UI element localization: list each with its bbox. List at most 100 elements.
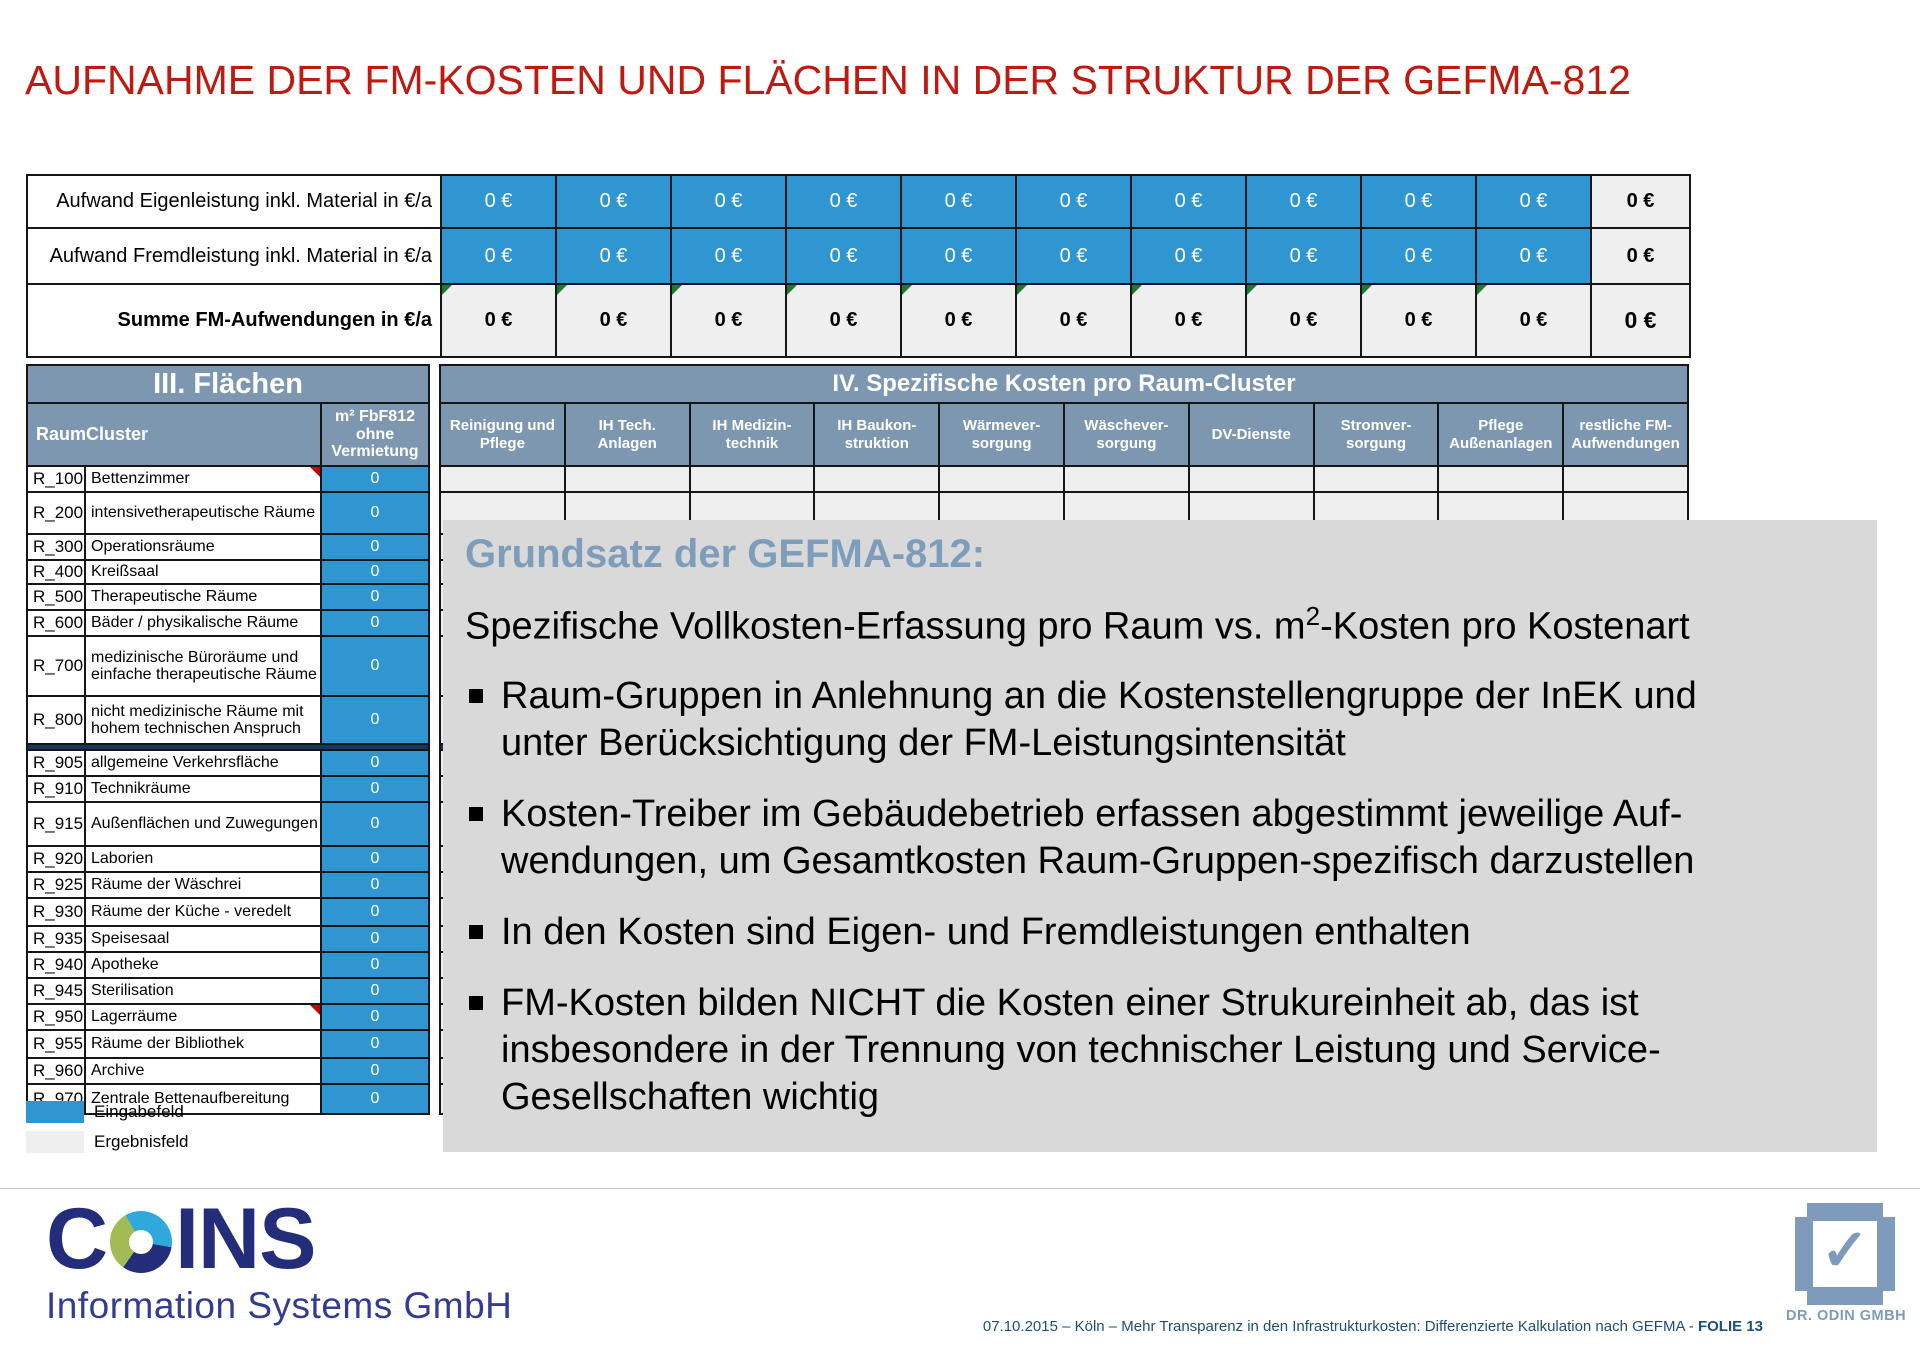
page-title: AUFNAHME DER FM-KOSTEN UND FLÄCHEN IN DE…	[25, 57, 1631, 103]
area-input-cell[interactable]: 0	[322, 585, 428, 609]
raumcluster-name: Bäder / physikalische Räume	[86, 611, 320, 635]
cost-result-cell: 0 €	[787, 285, 900, 356]
square-bullet-icon	[469, 688, 483, 703]
raumcluster-name: Operationsräume	[86, 535, 320, 559]
comment-marker-icon	[672, 285, 682, 295]
odin-logo-right-bar	[1877, 1217, 1895, 1291]
area-input-cell[interactable]: 0	[322, 493, 428, 533]
comment-marker-icon	[1362, 285, 1372, 295]
area-input-cell[interactable]: 0	[322, 847, 428, 871]
raumcluster-code: R_920	[28, 847, 84, 871]
cost-result-cell: 0 €	[1017, 285, 1130, 356]
footer-note-slide-number: FOLIE 13	[1697, 1318, 1763, 1335]
area-input-cell[interactable]: 0	[322, 777, 428, 801]
cost-input-cell[interactable]: 0 €	[787, 176, 900, 227]
cost-input-cell[interactable]: 0 €	[1132, 176, 1245, 227]
area-input-cell[interactable]: 0	[322, 927, 428, 951]
kosten-column-header: DV-Dienste	[1189, 404, 1313, 465]
cost-input-cell[interactable]: 0 €	[1017, 229, 1130, 283]
raumcluster-name: Bettenzimmer	[86, 467, 320, 491]
raumcluster-code: R_200	[28, 493, 84, 533]
gefma-principle-overlay: Grundsatz der GEFMA-812: Spezifische Vol…	[443, 520, 1877, 1152]
kosten-column-header: restliche FM- Aufwendungen	[1564, 404, 1687, 465]
kosten-column-header: IH Baukon- struktion	[815, 404, 939, 465]
area-input-cell[interactable]: 0	[322, 751, 428, 775]
cost-input-cell[interactable]: 0 €	[1362, 229, 1475, 283]
area-input-cell[interactable]: 0	[322, 953, 428, 977]
raumcluster-name: Therapeutische Räume	[86, 585, 320, 609]
cost-input-cell[interactable]: 0 €	[672, 176, 785, 227]
raumcluster-code: R_955	[28, 1031, 84, 1057]
coins-swirl-icon	[110, 1211, 173, 1273]
cost-input-cell[interactable]: 0 €	[1477, 229, 1590, 283]
raumcluster-code: R_930	[28, 899, 84, 925]
kosten-empty-cell	[1439, 467, 1563, 491]
raumcluster-name: Zentrale Bettenaufbereitung	[86, 1085, 320, 1113]
area-input-cell[interactable]: 0	[322, 1059, 428, 1083]
area-input-cell[interactable]: 0	[322, 979, 428, 1003]
square-bullet-icon	[469, 925, 483, 940]
area-input-cell[interactable]: 0	[322, 803, 428, 845]
raumcluster-name: Außenflächen und Zuwegungen	[86, 803, 320, 845]
raumcluster-code: R_950	[28, 1005, 84, 1029]
cost-input-cell[interactable]: 0 €	[1132, 229, 1245, 283]
raumcluster-code: R_960	[28, 1059, 84, 1083]
group-separator	[28, 745, 428, 749]
cost-input-cell[interactable]: 0 €	[1017, 176, 1130, 227]
overlay-intro: Spezifische Vollkosten-Erfassung pro Rau…	[465, 601, 1867, 649]
area-input-cell[interactable]: 0	[322, 1005, 428, 1029]
area-input-cell[interactable]: 0	[322, 467, 428, 491]
cost-input-cell[interactable]: 0 €	[1247, 229, 1360, 283]
raumcluster-code: R_400	[28, 561, 84, 583]
raumcluster-column-header: RaumCluster	[28, 404, 320, 465]
area-input-cell[interactable]: 0	[322, 611, 428, 635]
kosten-column-header: Wärmever- sorgung	[940, 404, 1063, 465]
comment-marker-icon	[1477, 285, 1487, 295]
cost-input-cell[interactable]: 0 €	[672, 229, 785, 283]
overlay-bullet-list: Raum-Gruppen in Anlehnung an die Kostens…	[465, 673, 1867, 1122]
cost-input-cell[interactable]: 0 €	[1247, 176, 1360, 227]
area-input-cell[interactable]: 0	[322, 535, 428, 559]
cost-input-cell[interactable]: 0 €	[557, 176, 670, 227]
cost-input-cell[interactable]: 0 €	[557, 229, 670, 283]
bullet-item: In den Kosten sind Eigen- und Fremdleist…	[465, 909, 1867, 956]
cost-input-cell[interactable]: 0 €	[787, 229, 900, 283]
legend-input-field: Eingabefeld	[26, 1101, 184, 1123]
bullet-text: FM-Kosten bilden NICHT die Kosten einer …	[501, 982, 1661, 1119]
area-input-cell[interactable]: 0	[322, 873, 428, 897]
raumcluster-code: R_100	[28, 467, 84, 491]
cost-input-cell[interactable]: 0 €	[442, 176, 555, 227]
raumcluster-name: Speisesaal	[86, 927, 320, 951]
legend-input-label: Eingabefeld	[94, 1102, 184, 1121]
cost-input-cell[interactable]: 0 €	[1362, 176, 1475, 227]
cost-input-cell[interactable]: 0 €	[1477, 176, 1590, 227]
coins-logo: C INS Information Systems GmbH	[46, 1196, 512, 1327]
cost-row-label: Summe FM-Aufwendungen in €/a	[28, 285, 440, 356]
odin-logo-center: ✓	[1813, 1221, 1877, 1287]
kosten-title: IV. Spezifische Kosten pro Raum-Cluster	[441, 366, 1687, 402]
raumcluster-name: allgemeine Verkehrsfläche	[86, 751, 320, 775]
cost-input-cell[interactable]: 0 €	[442, 229, 555, 283]
footer-note-text: 07.10.2015 – Köln – Mehr Transparenz in …	[982, 1318, 1698, 1335]
cost-result-cell: 0 €	[672, 285, 785, 356]
raumcluster-code: R_945	[28, 979, 84, 1003]
cost-result-cell: 0 €	[1362, 285, 1475, 356]
area-input-cell[interactable]: 0	[322, 697, 428, 743]
area-input-cell[interactable]: 0	[322, 1031, 428, 1057]
raumcluster-code: R_700	[28, 637, 84, 695]
area-input-cell[interactable]: 0	[322, 899, 428, 925]
area-input-cell[interactable]: 0	[322, 1085, 428, 1113]
raumcluster-code: R_600	[28, 611, 84, 635]
cost-input-cell[interactable]: 0 €	[902, 176, 1015, 227]
raumcluster-name: Archive	[86, 1059, 320, 1083]
cost-input-cell[interactable]: 0 €	[902, 229, 1015, 283]
raumcluster-code: R_915	[28, 803, 84, 845]
cost-result-cell: 0 €	[902, 285, 1015, 356]
raumcluster-name: intensivetherapeutische Räume	[86, 493, 320, 533]
raumcluster-name: Kreißsaal	[86, 561, 320, 583]
area-input-cell[interactable]: 0	[322, 561, 428, 583]
cost-total-cell: 0 €	[1592, 176, 1689, 227]
raumcluster-code: R_800	[28, 697, 84, 743]
area-input-cell[interactable]: 0	[322, 637, 428, 695]
cost-result-cell: 0 €	[1132, 285, 1245, 356]
